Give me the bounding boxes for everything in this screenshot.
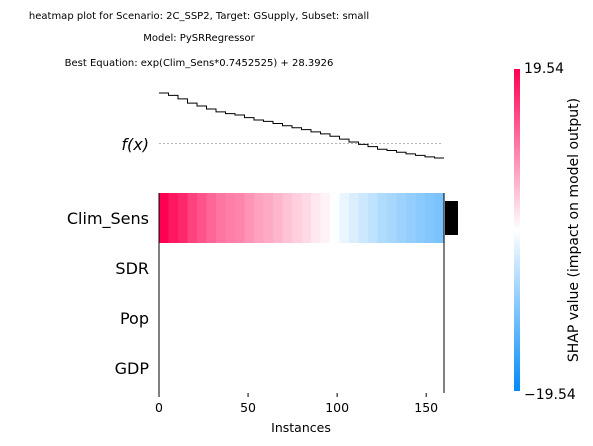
chart-title-line-3: Best Equation: exp(Clim_Sens*0.7452525) …: [65, 58, 334, 69]
heat-cell-clim-sens: [339, 193, 350, 243]
heat-cell-clim-sens: [425, 193, 436, 243]
feature-label-gdp: GDP: [115, 359, 150, 378]
heatmap-cells: [159, 193, 445, 243]
heat-cell-clim-sens: [358, 193, 369, 243]
chart-title-line-2: Model: PySRRegressor: [143, 33, 255, 44]
x-tick-label: 0: [155, 400, 163, 415]
heat-cell-clim-sens: [320, 193, 331, 243]
heat-cell-clim-sens: [396, 193, 407, 243]
heat-cell-clim-sens: [178, 193, 189, 243]
heat-cell-clim-sens: [197, 193, 208, 243]
heat-cell-clim-sens: [273, 193, 284, 243]
heat-cell-clim-sens: [349, 193, 360, 243]
importance-bar-clim-sens: [445, 201, 458, 235]
heat-cell-clim-sens: [434, 193, 445, 243]
heat-cell-clim-sens: [301, 193, 312, 243]
heat-cell-clim-sens: [292, 193, 303, 243]
feature-labels: Clim_Sens SDR Pop GDP: [67, 209, 149, 378]
x-tick-label: 150: [414, 400, 438, 415]
heat-cell-clim-sens: [254, 193, 265, 243]
feature-label-pop: Pop: [120, 309, 149, 328]
colorbar-min-label: −19.54: [524, 387, 576, 403]
heat-cell-clim-sens: [187, 193, 198, 243]
x-axis-ticks: 0 50 100 150: [155, 393, 438, 415]
heat-cell-clim-sens: [415, 193, 426, 243]
x-tick-label: 100: [325, 400, 349, 415]
heat-cell-clim-sens: [330, 193, 341, 243]
heat-cell-clim-sens: [235, 193, 246, 243]
importance-bars: [445, 201, 458, 235]
heat-cell-clim-sens: [368, 193, 379, 243]
heat-cell-clim-sens: [387, 193, 398, 243]
colorbar-label: SHAP value (impact on model output): [566, 98, 582, 362]
heat-cell-clim-sens: [168, 193, 179, 243]
fx-line: [159, 92, 444, 159]
heat-cell-clim-sens: [263, 193, 274, 243]
fx-panel: f(x): [121, 92, 444, 159]
heat-cell-clim-sens: [225, 193, 236, 243]
heat-cell-clim-sens: [206, 193, 217, 243]
heat-cell-clim-sens: [159, 193, 170, 243]
feature-label-sdr: SDR: [115, 259, 149, 278]
heat-cell-clim-sens: [406, 193, 417, 243]
heat-cell-clim-sens: [282, 193, 293, 243]
x-axis-label: Instances: [271, 420, 331, 435]
colorbar: [514, 69, 520, 391]
heat-cell-clim-sens: [244, 193, 255, 243]
feature-label-clim-sens: Clim_Sens: [67, 209, 149, 229]
colorbar-max-label: 19.54: [524, 61, 564, 77]
heat-cell-clim-sens: [311, 193, 322, 243]
heat-cell-clim-sens: [377, 193, 388, 243]
x-tick-label: 50: [240, 400, 256, 415]
fx-label: f(x): [121, 135, 149, 154]
heat-cell-clim-sens: [216, 193, 227, 243]
chart-title-line-1: heatmap plot for Scenario: 2C_SSP2, Targ…: [29, 11, 369, 22]
